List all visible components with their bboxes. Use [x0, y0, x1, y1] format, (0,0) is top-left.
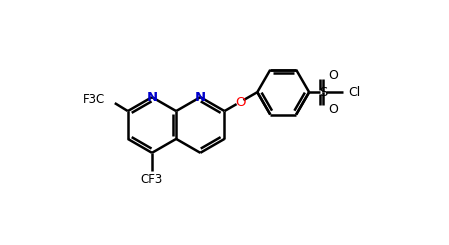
Text: O: O [328, 103, 338, 116]
Text: S: S [319, 86, 327, 99]
Text: N: N [146, 91, 158, 104]
Text: O: O [235, 96, 245, 109]
Text: N: N [195, 91, 206, 104]
Text: F3C: F3C [83, 93, 105, 106]
Text: Cl: Cl [348, 86, 360, 99]
Text: CF3: CF3 [141, 173, 163, 186]
Text: O: O [328, 69, 338, 82]
